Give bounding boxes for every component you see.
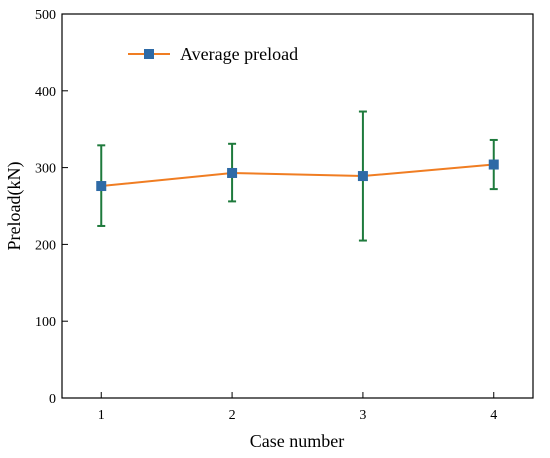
y-tick-label-200: 200: [35, 238, 56, 253]
x-tick-label-2: 2: [229, 408, 236, 423]
data-point-case-4: [488, 159, 499, 170]
y-tick-label-500: 500: [35, 8, 56, 23]
axis-ticks: 0 100 200 300 400 500 1 2 3 4: [35, 8, 497, 423]
plot-area: [61, 13, 534, 399]
series-markers: [96, 159, 499, 192]
data-point-case-3: [357, 171, 368, 182]
plot-frame: [61, 13, 534, 399]
x-axis-title: Case number: [250, 431, 344, 451]
legend: Average preload: [128, 44, 298, 64]
data-point-case-2: [227, 167, 238, 178]
data-point-case-1: [96, 181, 107, 192]
y-axis-title: Preload(kN): [4, 162, 25, 251]
x-tick-label-1: 1: [98, 408, 105, 423]
error-bars: [97, 110, 498, 242]
legend-label: Average preload: [180, 44, 298, 64]
x-tick-label-3: 3: [359, 408, 366, 423]
y-tick-label-100: 100: [35, 315, 56, 330]
legend-marker-swatch: [144, 49, 154, 59]
y-tick-label-400: 400: [35, 85, 56, 100]
series-line-layer: [101, 163, 494, 188]
series-line-average-preload: [101, 163, 494, 188]
x-tick-label-4: 4: [490, 408, 497, 423]
y-tick-label-0: 0: [49, 392, 56, 407]
y-tick-label-300: 300: [35, 162, 56, 177]
